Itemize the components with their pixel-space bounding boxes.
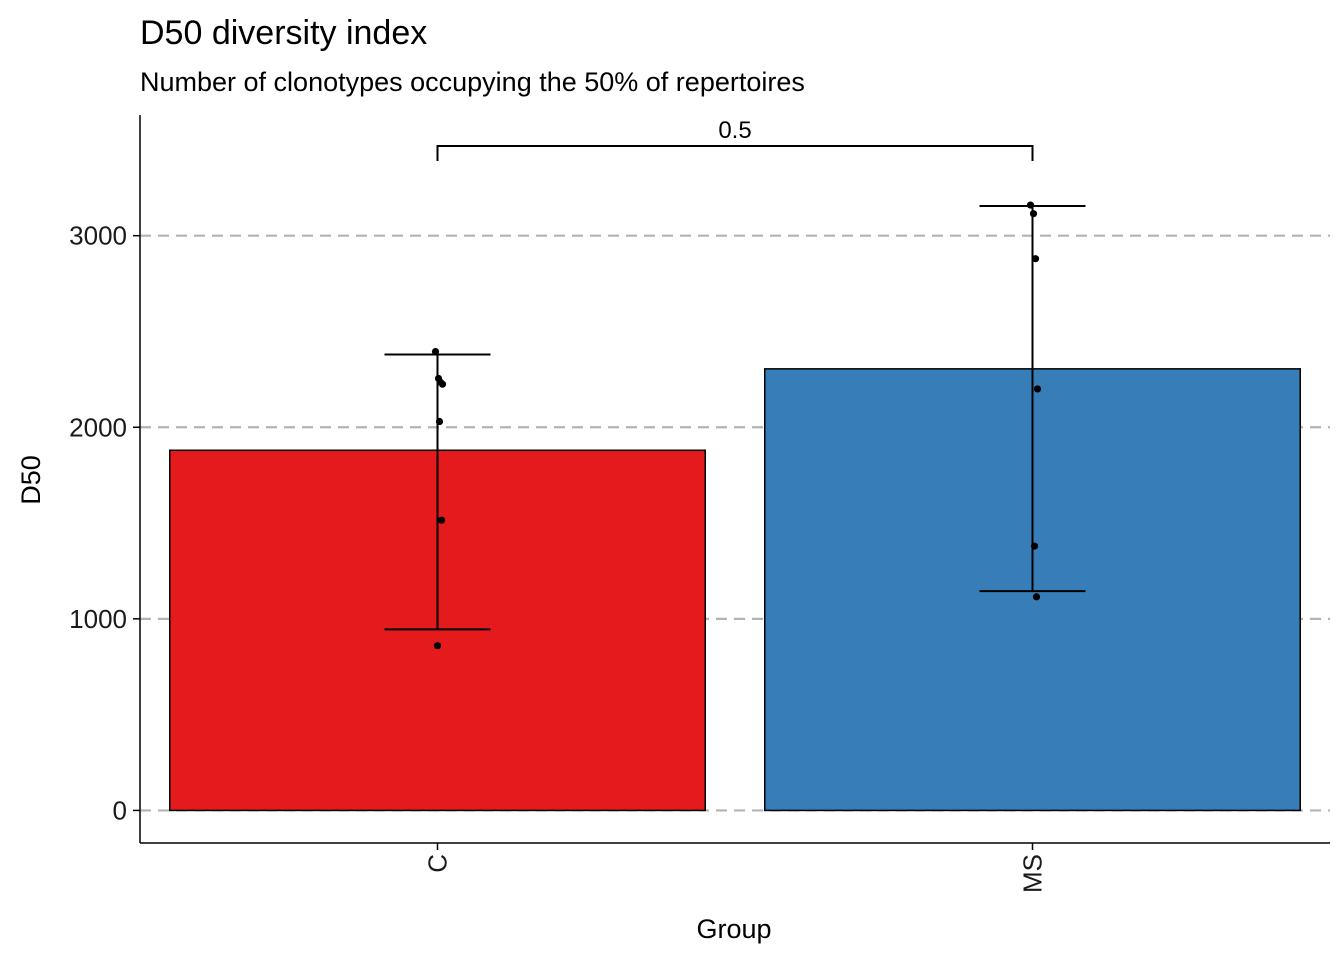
y-tick-label-0: 0: [113, 795, 127, 825]
chart-subtitle: Number of clonotypes occupying the 50% o…: [140, 67, 805, 97]
x-tick-label-ms: MS: [1018, 854, 1048, 893]
y-tick-label-3000: 3000: [69, 221, 127, 251]
data-point-c: [433, 642, 442, 650]
data-point-ms: [1029, 210, 1038, 218]
y-axis-title: D50: [16, 455, 46, 505]
data-point-ms: [1033, 385, 1042, 393]
bars: [169, 368, 1301, 812]
data-point-c: [438, 380, 447, 388]
y-tick-label-1000: 1000: [69, 604, 127, 634]
data-point-ms: [1031, 255, 1040, 263]
significance-label: 0.5: [718, 117, 751, 144]
data-point-c: [431, 348, 440, 356]
chart-title: D50 diversity index: [140, 14, 427, 52]
ticks: 0 1000 2000 3000 C MS: [69, 221, 1047, 893]
data-point-ms: [1030, 542, 1039, 550]
y-tick-label-2000: 2000: [69, 412, 127, 442]
data-point-ms: [1032, 593, 1041, 601]
data-point-c: [437, 516, 446, 524]
data-point-ms: [1026, 201, 1035, 209]
error-bars: [384, 205, 1086, 631]
data-point-c: [435, 417, 444, 426]
x-axis-title: Group: [696, 914, 771, 944]
significance-bracket-line: [436, 145, 1034, 161]
x-tick-label-c: C: [423, 854, 453, 873]
data-points: [431, 201, 1042, 650]
significance-bracket: 0.5: [436, 117, 1034, 161]
